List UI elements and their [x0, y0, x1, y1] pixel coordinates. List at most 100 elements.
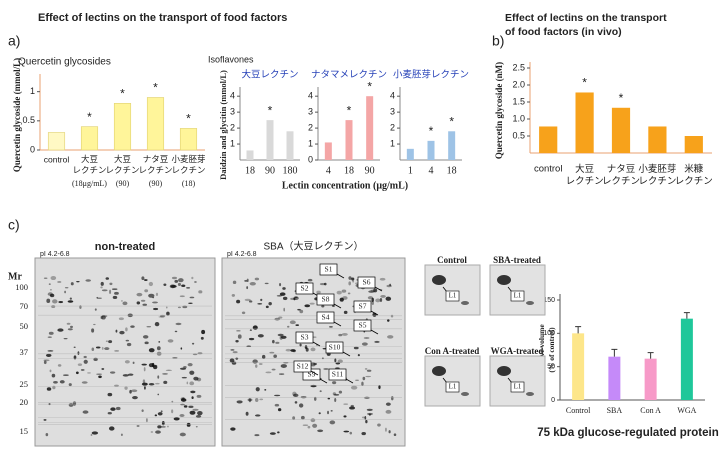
- gel-spot: [115, 329, 118, 333]
- gel-spot: [119, 330, 125, 335]
- gel-spot: [361, 416, 365, 419]
- inset-spot: [526, 301, 534, 305]
- gel-spot: [280, 364, 287, 368]
- gel-spot: [232, 351, 238, 354]
- gel-spot: [370, 289, 376, 292]
- gel-spot: [67, 300, 74, 303]
- panel-name: 大豆レクチン: [241, 69, 298, 81]
- gel-spot: [309, 302, 315, 305]
- gel-image: [221, 257, 406, 447]
- gel-spot: [156, 346, 161, 351]
- spot-box: [302, 368, 321, 381]
- gel-spot: [43, 359, 50, 362]
- gel-spot: [191, 276, 194, 280]
- gel-spot: [386, 284, 392, 288]
- x-tick-label: 1: [408, 165, 413, 176]
- gel-spot: [273, 354, 277, 358]
- gel-spot: [136, 425, 140, 427]
- gel-spot: [341, 332, 348, 336]
- gel-spot: [101, 315, 106, 320]
- gel-image: [34, 257, 216, 447]
- gel-spot: [275, 341, 280, 344]
- gel-spot: [48, 331, 54, 335]
- gel-spot: [132, 361, 135, 365]
- gel-spot: [100, 281, 104, 286]
- x-tick-label: 4: [429, 165, 434, 176]
- spot-box: [295, 282, 314, 295]
- gel-spot: [73, 355, 77, 360]
- gel-spot: [334, 397, 337, 402]
- gel-spot: [304, 304, 311, 308]
- gel-spot: [47, 336, 52, 339]
- gel-spot: [194, 281, 197, 283]
- inset-image: [424, 264, 481, 316]
- gel-spot: [249, 281, 256, 286]
- gel-spot: [252, 359, 258, 364]
- gel-spot: [319, 390, 322, 393]
- gel-spot: [144, 385, 146, 390]
- gel-spot: [127, 373, 134, 376]
- gel-spot: [279, 283, 282, 287]
- gel-spot: [93, 323, 96, 326]
- gel-spot: [348, 276, 352, 280]
- gel-spot: [292, 416, 296, 420]
- x-tick-label: 18: [344, 165, 354, 176]
- gel-spot: [385, 427, 387, 432]
- mr-tick-label: 100: [15, 282, 28, 292]
- gel-spot: [155, 292, 159, 297]
- gel-spot: [367, 296, 374, 300]
- gel-spot: [231, 294, 236, 297]
- gel-spot: [271, 368, 276, 371]
- y-tick-label: 100: [543, 330, 555, 337]
- gel-spot: [248, 398, 252, 403]
- gel-spot: [142, 335, 149, 339]
- gel-spot: [385, 296, 392, 301]
- gel-spot: [246, 286, 249, 290]
- bar: [539, 126, 558, 153]
- gel-spot: [293, 393, 299, 398]
- gel-spot: [347, 292, 351, 295]
- gel-spot: [157, 412, 163, 416]
- gel-spot: [232, 280, 237, 285]
- gel-spot: [364, 416, 367, 420]
- spot-label: S1: [325, 265, 333, 274]
- gel-spot: [366, 369, 372, 372]
- gel-spot: [154, 322, 160, 327]
- panel-label: b): [492, 33, 504, 49]
- spot-box: [353, 300, 372, 313]
- gel-spot: [174, 279, 179, 283]
- gel-spot: [312, 423, 318, 428]
- gel-spot: [187, 362, 193, 367]
- x-tick-label: 180: [283, 165, 298, 176]
- gel-spot: [141, 409, 144, 412]
- bar: [611, 107, 631, 153]
- y-tick-label: 0: [308, 154, 313, 164]
- gel-spot: [124, 386, 128, 390]
- inset-spot: [497, 275, 511, 285]
- significance: *: [582, 76, 587, 90]
- gel-spot: [148, 281, 154, 287]
- gel-spot: [278, 373, 285, 375]
- gel-spot: [329, 420, 336, 425]
- gel-spot: [307, 278, 313, 282]
- gel-spot: [338, 390, 343, 394]
- gel-spot: [124, 360, 130, 364]
- gel-spot: [122, 301, 128, 306]
- gel-spot: [379, 297, 383, 302]
- gel-spot: [380, 294, 386, 298]
- gel-spot: [352, 280, 354, 283]
- gel-spot: [142, 303, 147, 306]
- gel-spot: [295, 324, 300, 327]
- gel-spot: [49, 289, 52, 291]
- gel-spot: [365, 375, 372, 378]
- gel-spot: [49, 369, 52, 373]
- gel-spot: [342, 296, 348, 300]
- gel-spot: [191, 396, 194, 400]
- gel-spot: [43, 360, 47, 365]
- mr-label: Mr: [8, 271, 22, 282]
- gel-spot: [231, 361, 237, 365]
- bar: [324, 142, 332, 160]
- x-tick-label: 18: [245, 165, 255, 176]
- gel-spot: [148, 293, 155, 298]
- gel-spot: [83, 359, 88, 364]
